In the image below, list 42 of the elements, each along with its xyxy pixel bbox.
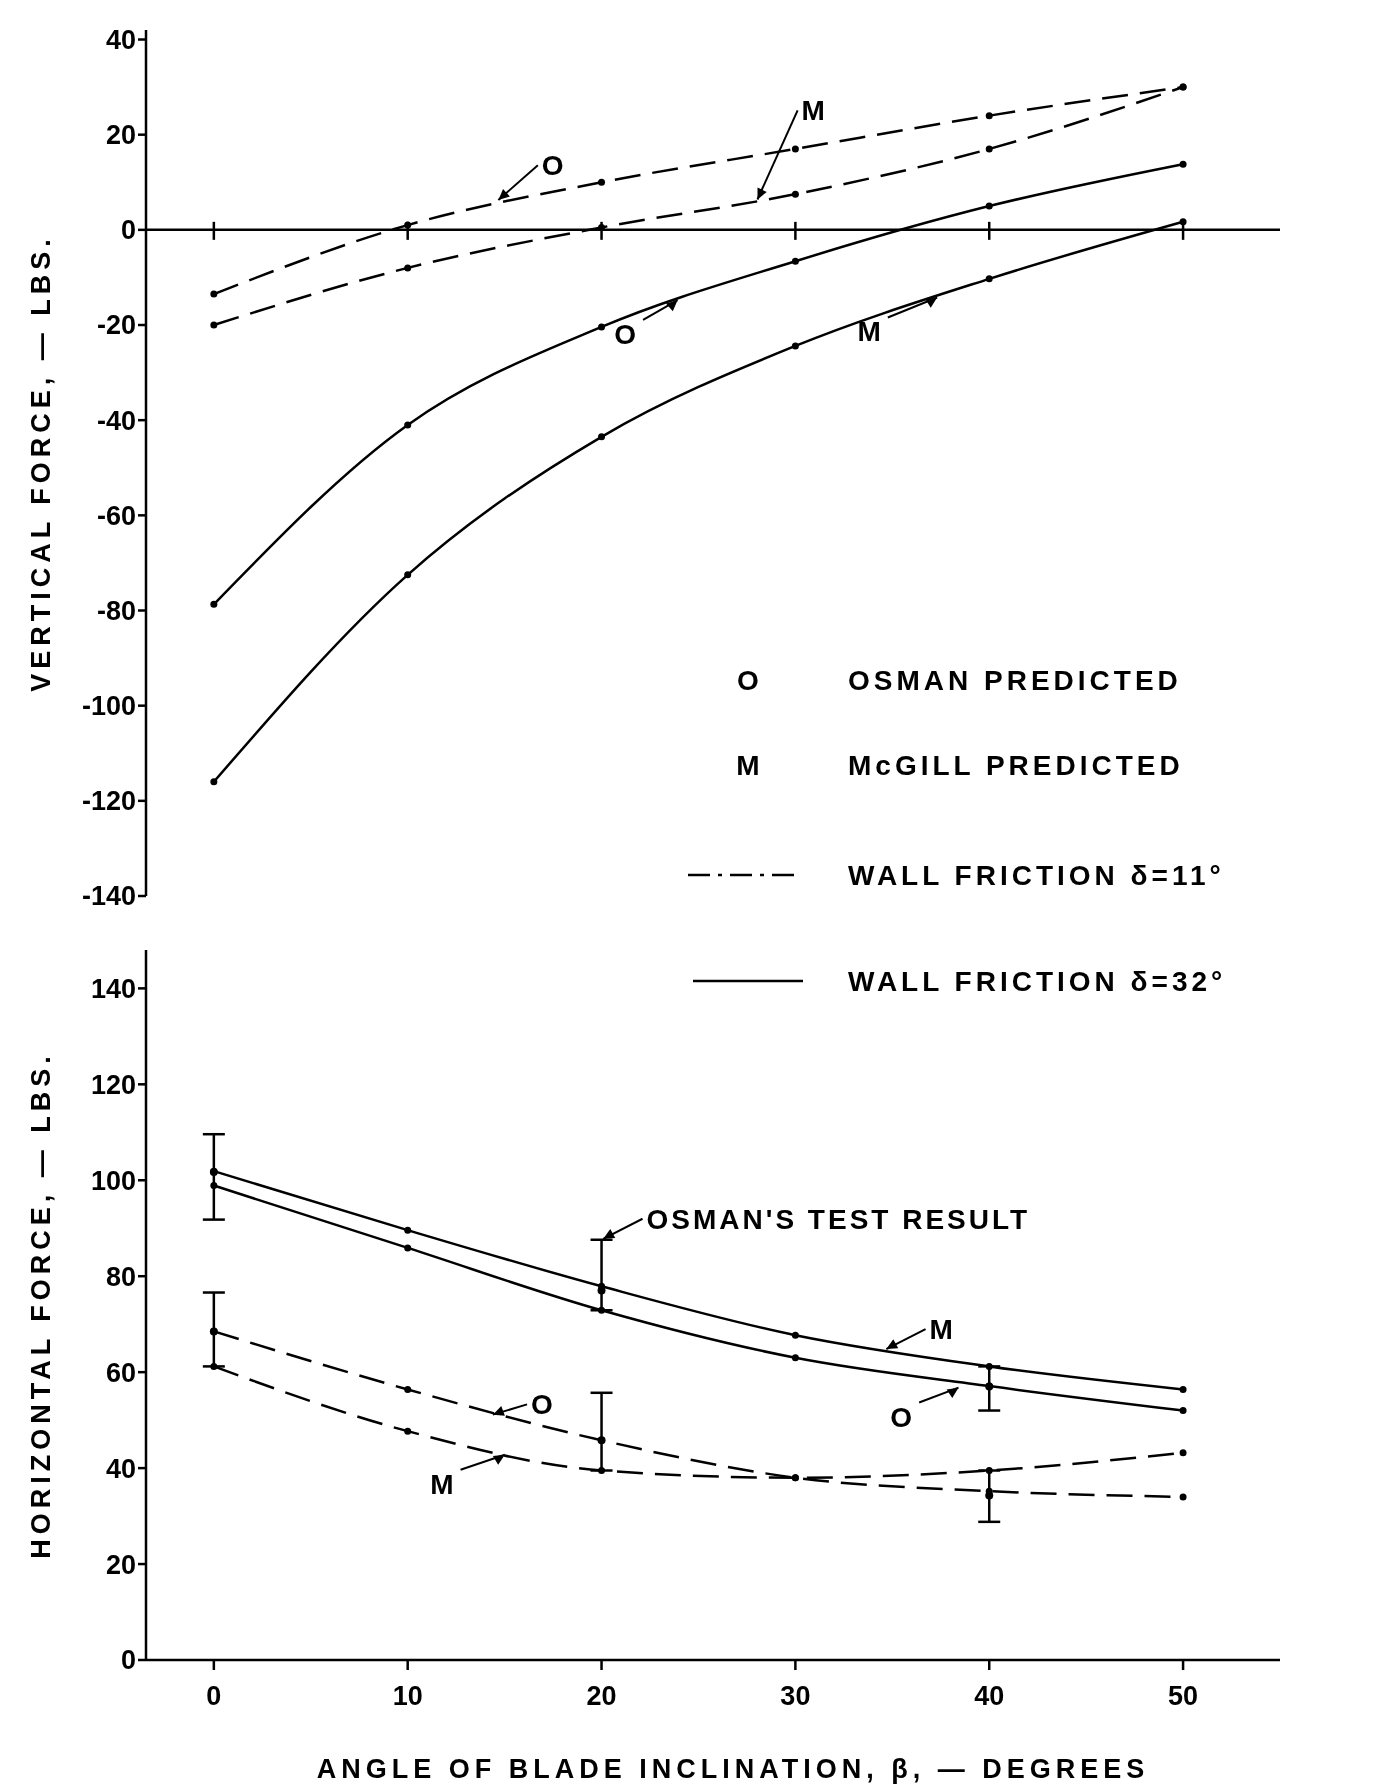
annotation: M (801, 95, 828, 127)
y-tick-label: 140 (90, 973, 136, 1004)
annotation: M (736, 750, 760, 781)
y-tick-label: -120 (81, 786, 136, 817)
y-tick-label: 80 (105, 1261, 136, 1292)
y-tick-label: 0 (120, 215, 136, 246)
annotation: OSMAN'S TEST RESULT (646, 1203, 1031, 1235)
x-tick-label: 40 (974, 1681, 1005, 1711)
y-tick-label: -40 (96, 405, 136, 436)
x-tick-label: 20 (586, 1681, 617, 1711)
y-tick-label: -140 (81, 881, 136, 912)
x-tick-label: 30 (780, 1681, 811, 1711)
annotation: O (614, 318, 640, 350)
annotation: O (531, 1389, 556, 1421)
y-tick-label: -80 (96, 595, 136, 626)
y-axis-title: VERTICAL FORCE, — LBS. (26, 234, 56, 692)
annotation: M (857, 316, 884, 348)
annotation: M (929, 1314, 956, 1346)
annotation: O (737, 665, 759, 696)
y-tick-label: 20 (105, 1549, 136, 1580)
y-tick-label: 0 (120, 1645, 136, 1676)
annotation: O (890, 1401, 916, 1433)
annotation: McGILL PREDICTED (848, 750, 1184, 781)
y-tick-label: -60 (96, 500, 136, 531)
annotation: OSMAN PREDICTED (848, 665, 1182, 696)
y-tick-label: 120 (90, 1069, 136, 1100)
y-axis-title: HORIZONTAL FORCE, — LBS. (26, 1051, 56, 1559)
y-tick-label: 20 (105, 120, 136, 151)
y-tick-label: 60 (105, 1357, 136, 1388)
annotation: M (430, 1468, 457, 1500)
y-tick-label: 100 (90, 1165, 136, 1196)
annotation: WALL FRICTION δ=32° (848, 966, 1227, 997)
annotation: O (541, 150, 567, 182)
y-tick-label: 40 (105, 24, 136, 55)
x-tick-label: 10 (392, 1681, 423, 1711)
y-tick-label: -100 (81, 691, 136, 722)
y-tick-label: 40 (105, 1453, 136, 1484)
x-tick-label: 50 (1168, 1681, 1199, 1711)
x-axis-title: ANGLE OF BLADE INCLINATION, β, — DEGREES (316, 1754, 1150, 1784)
annotation: WALL FRICTION δ=11° (848, 860, 1225, 891)
y-tick-label: -20 (96, 310, 136, 341)
x-tick-label: 0 (206, 1681, 222, 1711)
